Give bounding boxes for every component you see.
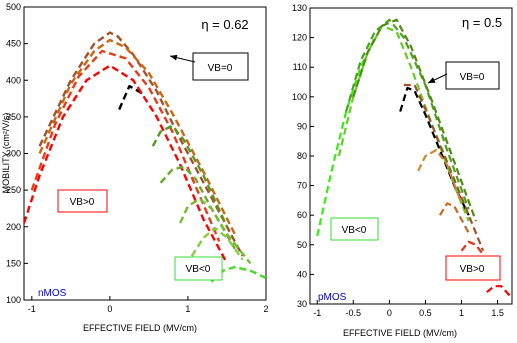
x-tick-label: 0.5 — [419, 308, 432, 318]
series-line-10 — [210, 265, 266, 283]
y-axis-label: MOBILITY (cm²/V/s) — [1, 113, 11, 194]
y-tick-label: 30 — [297, 299, 307, 309]
y-tick-label: 110 — [293, 62, 307, 72]
y-tick-label: 150 — [6, 258, 21, 268]
y-tick-label: 130 — [292, 3, 307, 13]
y-tick-label: 100 — [6, 295, 21, 305]
device-label: pMOS — [318, 292, 347, 303]
vb-positive-box — [445, 255, 501, 281]
y-tick-label: 80 — [297, 151, 307, 161]
y-tick-label: 200 — [6, 222, 21, 232]
vb-negative-box — [174, 256, 223, 281]
series-line-9 — [190, 226, 244, 261]
y-tick-label: 50 — [297, 240, 307, 250]
y-tick-label: 400 — [6, 75, 21, 85]
vb-zero-arrow — [169, 54, 196, 63]
x-axis-label: EFFECTIVE FIELD (MV/cm) — [83, 323, 197, 333]
x-tick-label: -0.5 — [346, 308, 362, 318]
y-tick-label: 500 — [6, 2, 21, 12]
y-tick-label: 350 — [6, 112, 21, 122]
y-tick-label: 100 — [292, 92, 307, 102]
x-tick-label: 0 — [387, 308, 392, 318]
vb-negative-label: VB<0 — [186, 264, 211, 275]
series-line-8 — [179, 197, 252, 265]
y-tick-label: 70 — [297, 181, 307, 191]
x-tick-label: 0 — [107, 304, 112, 314]
series-line-8 — [438, 202, 470, 234]
vb-zero-arrow — [427, 73, 448, 84]
x-tick-label: 1.5 — [491, 308, 504, 318]
x-tick-label: 1 — [185, 304, 190, 314]
axis-ticks: -1 0 1 2 100 150 200 250 300 350 400 450 500 — [6, 2, 269, 314]
vb-zero-label: VB=0 — [460, 72, 485, 83]
x-axis-label: EFFECTIVE FIELD (MV/cm) — [343, 328, 457, 338]
vb-positive-label: VB>0 — [70, 197, 95, 208]
series-line-3 — [345, 18, 470, 210]
series-line-7 — [159, 165, 236, 250]
y-tick-label: 120 — [292, 33, 307, 43]
series-group — [316, 18, 512, 299]
eta-label: η = 0.62 — [201, 17, 248, 32]
vb-zero-label: VB=0 — [208, 63, 233, 74]
vb-negative-label: VB<0 — [342, 225, 367, 236]
y-tick-label: 90 — [297, 121, 307, 131]
device-label: nMOS — [38, 288, 67, 299]
vb-negative-box — [330, 217, 379, 241]
eta-label: η = 0.5 — [462, 15, 502, 30]
series-line-10 — [486, 285, 512, 299]
y-tick-label: 450 — [6, 39, 21, 49]
series-line-9 — [460, 240, 488, 261]
x-tick-label: -1 — [313, 308, 321, 318]
nmos-mobility-chart: -1 0 1 2 100 150 200 250 300 350 400 450 500 η = 0.6… — [1, 2, 269, 333]
series-line-3 — [38, 38, 236, 235]
pmos-mobility-chart: -1 -0.5 0 0.5 1 1.5 30 40 50 60 70 80 90 100 110 120 130… — [292, 3, 513, 338]
series-line-2 — [38, 31, 244, 257]
y-tick-label: 40 — [297, 269, 307, 279]
x-tick-label: 1 — [459, 308, 464, 318]
y-tick-label: 300 — [6, 149, 21, 159]
series-line-5 — [24, 64, 229, 264]
axis-ticks: -1 -0.5 0 0.5 1 1.5 30 40 50 60 70 80 90 100 110 120 130 — [292, 3, 504, 318]
y-tick-label: 60 — [297, 210, 307, 220]
x-tick-label: -1 — [28, 304, 36, 314]
x-tick-label: 2 — [263, 304, 268, 314]
series-line-4 — [352, 18, 477, 222]
plot-frame — [23, 6, 267, 301]
vb-positive-box — [57, 189, 108, 213]
plot-frame — [309, 7, 513, 305]
series-line-6 — [151, 124, 229, 228]
series-line-7 — [417, 149, 463, 204]
y-tick-label: 250 — [6, 185, 21, 195]
series-line-4 — [30, 49, 221, 242]
vb-zero-box — [445, 61, 500, 90]
vb-positive-label: VB>0 — [460, 264, 485, 275]
series-line-6 — [403, 83, 485, 252]
series-group — [24, 31, 266, 283]
vb-zero-box — [192, 52, 249, 81]
